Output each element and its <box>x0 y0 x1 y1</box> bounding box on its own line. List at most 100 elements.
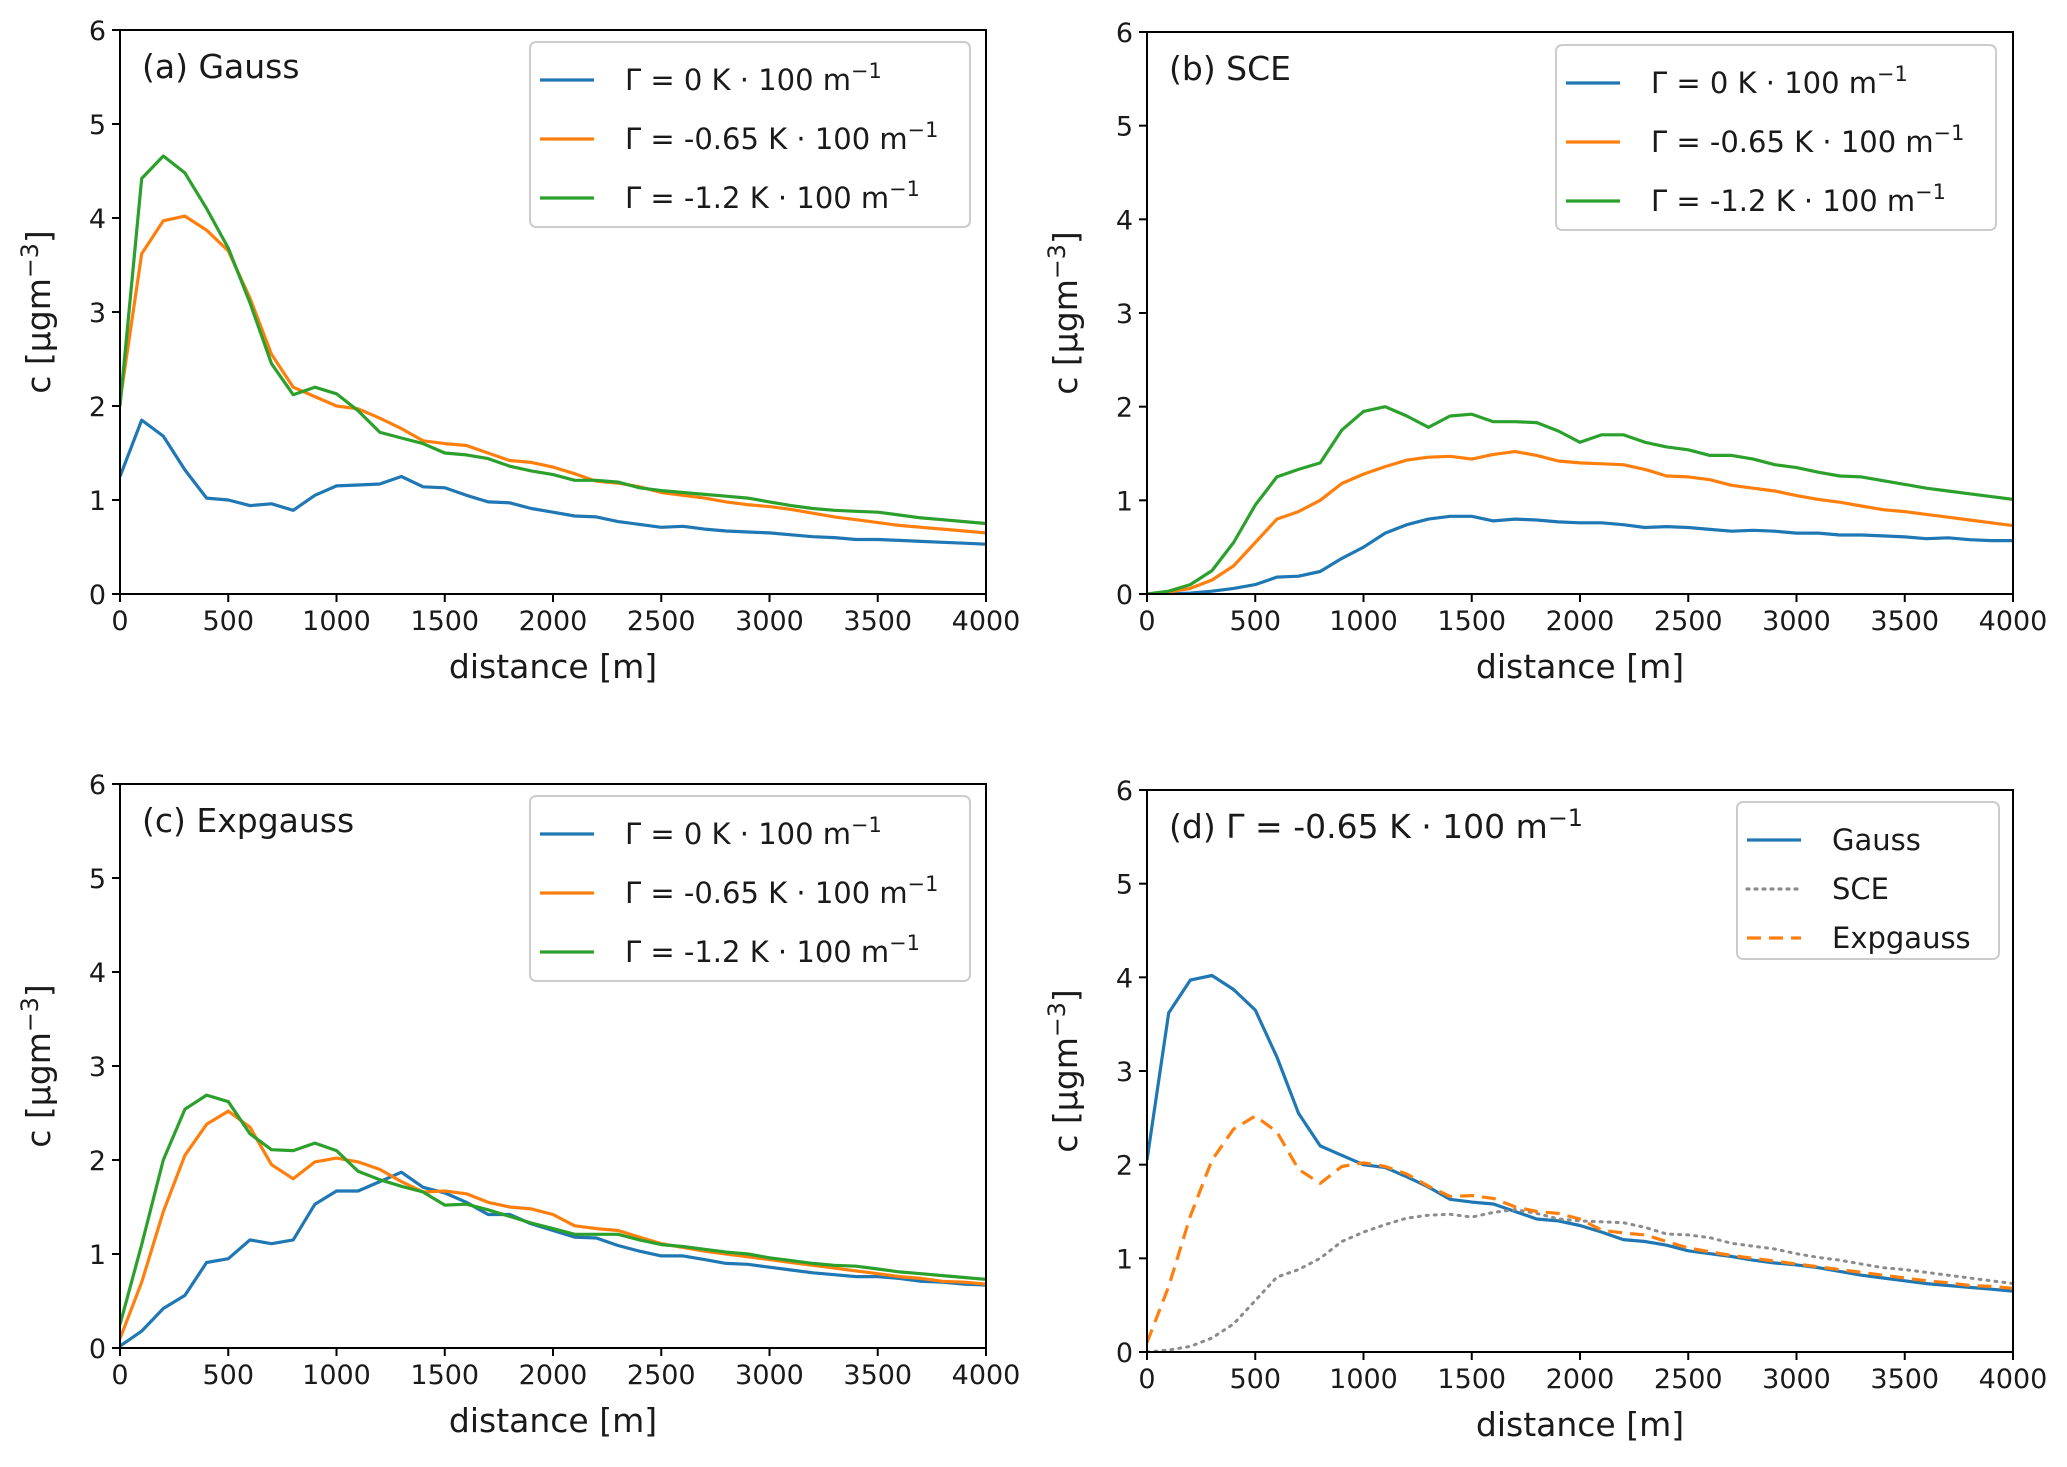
y-tick-label: 4 <box>89 204 106 235</box>
legend-entry: Γ = 0 K · 100 m−1 <box>625 59 882 97</box>
series-line-γ-0 <box>1147 514 2013 594</box>
y-tick-label: 5 <box>89 110 106 141</box>
x-tick-label: 0 <box>111 1360 128 1391</box>
legend-entry-superscript: −1 <box>1877 62 1908 86</box>
legend-entry-superscript: −1 <box>1934 121 1965 145</box>
x-tick-label: 3500 <box>843 606 912 637</box>
y-axis-label: c [µgm−3] <box>16 984 58 1148</box>
series-line-expgauss-2 <box>1147 1114 2013 1344</box>
legend-entry: Gauss <box>1832 823 1921 857</box>
legend-entry-superscript: −1 <box>908 872 939 896</box>
y-tick-label: 4 <box>1116 205 1133 236</box>
x-axis-label: distance [m] <box>1476 647 1684 686</box>
y-tick-label: 2 <box>1116 393 1133 424</box>
y-tick-label: 5 <box>1116 870 1133 901</box>
x-tick-label: 3500 <box>843 1360 912 1391</box>
x-tick-label: 1000 <box>1329 606 1398 637</box>
legend: Γ = 0 K · 100 m−1 Γ = -0.65 K · 100 m−1 Γ … <box>1555 44 1997 231</box>
x-tick-label: 500 <box>1229 1364 1281 1395</box>
legend: Gauss SCE Expgauss <box>1736 801 2000 960</box>
panel-title: (a) Gauss <box>142 47 300 86</box>
y-axis-label-superscript: −3 <box>1043 1002 1071 1037</box>
y-tick-label: 1 <box>89 1240 106 1271</box>
legend-entry-superscript: −1 <box>851 59 882 83</box>
legend-entry: Γ = 0 K · 100 m−1 <box>1651 62 1908 100</box>
x-tick-label: 1500 <box>1437 606 1506 637</box>
x-tick-label: 500 <box>202 1360 254 1391</box>
legend-entry: Γ = -0.65 K · 100 m−1 <box>625 118 938 156</box>
legend-entry: Expgauss <box>1832 921 1971 955</box>
legend-box <box>529 795 971 982</box>
x-tick-label: 3500 <box>1870 606 1939 637</box>
x-tick-label: 3000 <box>1762 606 1831 637</box>
y-tick-label: 3 <box>89 1052 106 1083</box>
legend-entry-superscript: −1 <box>908 118 939 142</box>
x-tick-label: 4000 <box>1979 606 2048 637</box>
y-tick-label: 0 <box>89 580 106 611</box>
y-tick-label: 1 <box>1116 486 1133 517</box>
y-tick-label: 6 <box>89 770 106 801</box>
x-tick-label: 3500 <box>1870 1364 1939 1395</box>
legend: Γ = 0 K · 100 m−1 Γ = -0.65 K · 100 m−1 Γ … <box>529 41 971 228</box>
x-tick-label: 0 <box>111 606 128 637</box>
x-tick-label: 1500 <box>410 606 479 637</box>
y-tick-label: 6 <box>1116 776 1133 807</box>
y-tick-label: 0 <box>89 1334 106 1365</box>
legend: Γ = 0 K · 100 m−1 Γ = -0.65 K · 100 m−1 Γ … <box>529 795 971 982</box>
legend-entry: Γ = -0.65 K · 100 m−1 <box>1651 121 1964 159</box>
y-axis-label: c [µgm−3] <box>1043 989 1085 1153</box>
x-tick-label: 0 <box>1138 1364 1155 1395</box>
legend-entry-superscript: −1 <box>1915 180 1946 204</box>
legend-box <box>1736 801 2000 960</box>
y-tick-label: 5 <box>89 864 106 895</box>
series-line-sce-1 <box>1147 1208 2013 1352</box>
legend-entry-superscript: −1 <box>889 931 920 955</box>
series-line-γ-2 <box>120 1093 986 1325</box>
legend-entry: SCE <box>1832 872 1889 906</box>
y-tick-label: 6 <box>1116 18 1133 49</box>
y-axis-label-superscript: −3 <box>16 997 44 1032</box>
y-axis-label-superscript: −3 <box>16 243 44 278</box>
x-tick-label: 1000 <box>1329 1364 1398 1395</box>
legend-entry: Γ = -0.65 K · 100 m−1 <box>625 872 938 910</box>
panel-b: 0 500 1000 1500 2000 2500 3000 3500 4000 0 1 2 3 4 5 6 d… <box>1043 18 2047 686</box>
y-tick-label: 2 <box>89 392 106 423</box>
legend-entry: Γ = -1.2 K · 100 m−1 <box>625 177 920 215</box>
x-tick-label: 3000 <box>1762 1364 1831 1395</box>
x-tick-label: 4000 <box>952 606 1021 637</box>
x-tick-label: 1500 <box>410 1360 479 1391</box>
legend-entry: Γ = -1.2 K · 100 m−1 <box>1651 180 1946 218</box>
x-axis-label: distance [m] <box>1476 1405 1684 1444</box>
series-line-γ-2 <box>1147 405 2013 594</box>
legend-entry: Γ = 0 K · 100 m−1 <box>625 813 882 851</box>
y-tick-label: 4 <box>89 958 106 989</box>
x-tick-label: 500 <box>1229 606 1281 637</box>
legend-box <box>1555 44 1997 231</box>
x-tick-label: 2500 <box>1654 606 1723 637</box>
series-line-γ-1 <box>120 1109 986 1340</box>
y-axis-label-superscript: −3 <box>1043 244 1071 279</box>
y-tick-label: 1 <box>89 486 106 517</box>
panel-a: 0 500 1000 1500 2000 2500 3000 3500 4000 0 1 2 3 4 5 6 d… <box>16 16 1020 686</box>
y-tick-label: 1 <box>1116 1244 1133 1275</box>
panel-title-superscript: −1 <box>1548 804 1583 832</box>
x-tick-label: 2500 <box>627 1360 696 1391</box>
x-tick-label: 3000 <box>735 606 804 637</box>
x-tick-label: 1000 <box>302 1360 371 1391</box>
y-tick-label: 3 <box>1116 299 1133 330</box>
y-tick-label: 4 <box>1116 963 1133 994</box>
panel-title: (c) Expgauss <box>142 801 354 840</box>
y-tick-label: 0 <box>1116 1338 1133 1369</box>
x-tick-label: 2000 <box>1546 1364 1615 1395</box>
y-tick-label: 2 <box>89 1146 106 1177</box>
y-tick-label: 0 <box>1116 580 1133 611</box>
x-tick-label: 3000 <box>735 1360 804 1391</box>
x-tick-label: 2000 <box>519 606 588 637</box>
legend-entry-superscript: −1 <box>851 813 882 837</box>
x-tick-label: 4000 <box>1979 1364 2048 1395</box>
series-line-γ-1 <box>1147 450 2013 594</box>
series-line-gauss-0 <box>1147 973 2013 1293</box>
x-tick-label: 2500 <box>1654 1364 1723 1395</box>
x-tick-label: 1500 <box>1437 1364 1506 1395</box>
